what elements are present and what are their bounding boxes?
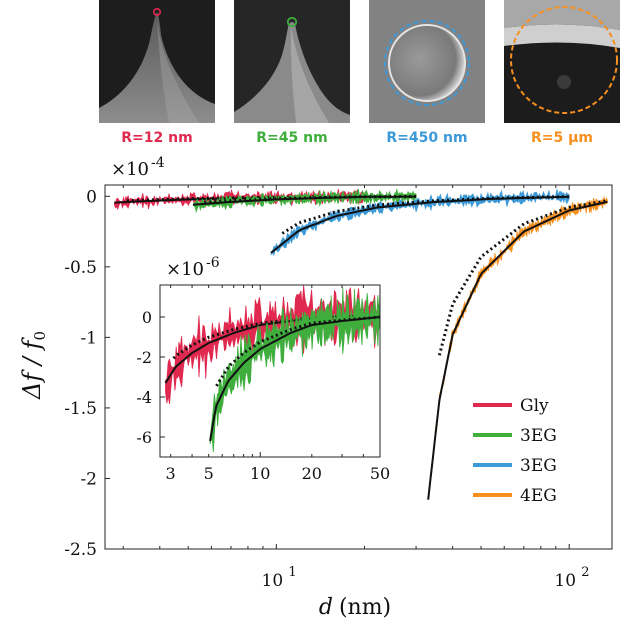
x-axis-label-var: d	[319, 595, 333, 620]
main-y-tick-label: -2	[80, 469, 97, 489]
legend-label-2: 3EG	[520, 456, 557, 476]
tip-label-45nm: R=45 nm	[256, 130, 328, 146]
tip-label-450nm: R=450 nm	[386, 130, 468, 146]
main-x-tick-exp: 2	[581, 565, 589, 580]
y-axis-label-sub: 0	[31, 331, 49, 341]
inset-y-tick-label: -2	[136, 348, 152, 367]
x-axis-label-unit: (nm)	[339, 595, 391, 620]
inset-x-tick-label: 3	[166, 464, 176, 483]
legend: Gly 3EG 3EG 4EG	[473, 396, 557, 506]
inset-x-tick-label: 10	[250, 464, 270, 483]
large-sphere-sem-image	[504, 0, 620, 123]
inset-fit-line-1	[209, 316, 381, 442]
main-y-exponent-power: -4	[151, 155, 165, 171]
legend-label-1: 3EG	[520, 426, 557, 446]
inset-x-tick-label: 20	[302, 464, 322, 483]
inset-x-tick-label: 50	[370, 464, 390, 483]
inset-y-exponent-power: -6	[206, 255, 220, 271]
main-y-tick-label: -1.5	[64, 399, 97, 419]
main-y-tick-label: -2.5	[64, 540, 97, 560]
main-frame	[104, 184, 613, 550]
main-y-tick-label: 0	[86, 187, 97, 207]
sphere-sem-image	[369, 0, 485, 123]
tip-label-12nm: R=12 nm	[121, 130, 193, 146]
main-y-tick-label: -1	[80, 328, 97, 348]
sharp-tip-sem-image	[99, 0, 215, 123]
blunt-tip-sem-image	[234, 0, 350, 123]
inset-y-exponent-base: ×10	[166, 259, 204, 280]
inset-y-tick-label: 0	[142, 308, 152, 327]
legend-label-0: Gly	[520, 396, 549, 416]
main-fit-line-3	[427, 200, 608, 500]
main-x-tick-base: 10	[262, 571, 284, 591]
main-model-line-1	[204, 195, 417, 204]
y-axis-label-main: Δf / f	[18, 336, 46, 400]
y-axis-label: Δf / f0	[18, 331, 49, 400]
inset-y-tick-label: -4	[136, 388, 152, 407]
main-x-tick-base: 10	[554, 571, 576, 591]
inset-y-tick-label: -6	[136, 428, 152, 447]
main-y-tick-label: -0.5	[64, 258, 97, 278]
main-series-band-1	[192, 188, 417, 214]
main-fit-line-2	[270, 195, 570, 254]
legend-label-3: 4EG	[520, 486, 557, 506]
tip-label-5um: R=5 μm	[530, 130, 593, 146]
main-model-line-3	[437, 199, 608, 356]
x-axis-label: d (nm)	[319, 595, 391, 620]
inset-frame	[159, 284, 381, 458]
main-x-tick-exp: 1	[288, 565, 296, 580]
main-y-exponent-base: ×10	[111, 159, 149, 180]
inset-x-tick-label: 5	[204, 464, 214, 483]
